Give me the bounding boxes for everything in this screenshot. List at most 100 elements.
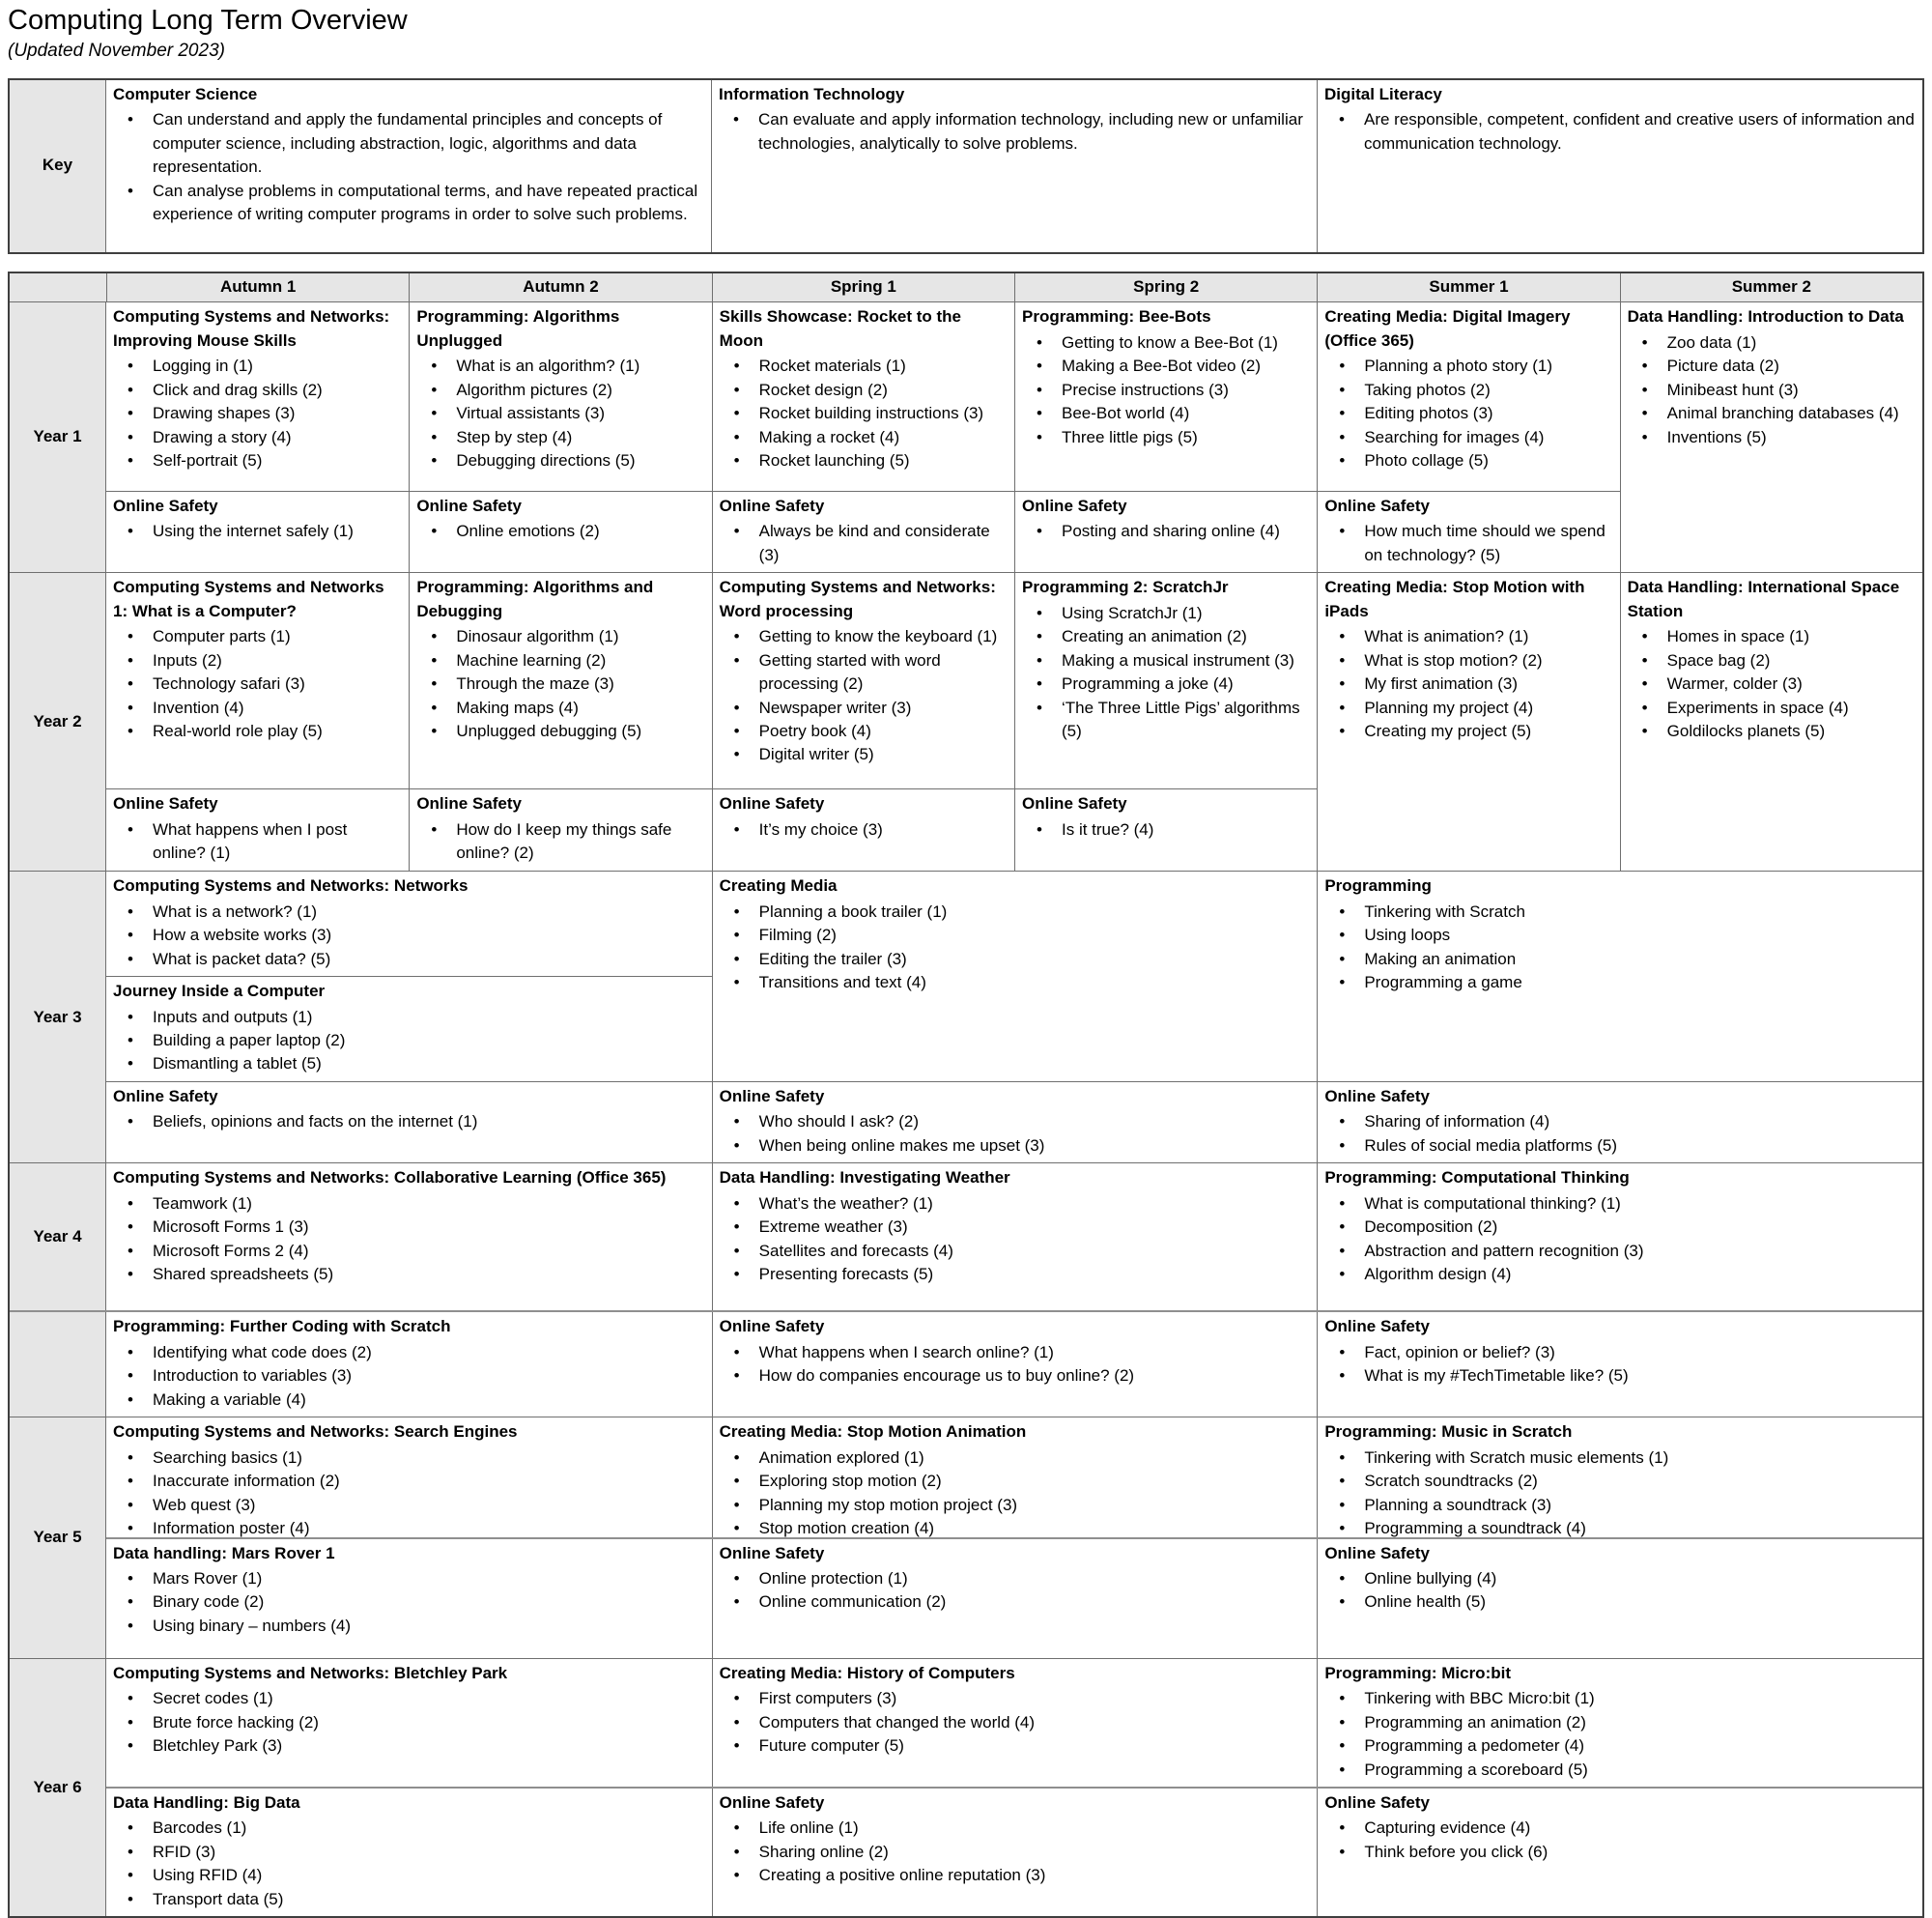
lesson-list: Online protection (1)Online communicatio… xyxy=(713,1567,1318,1615)
online-safety-cell: Online Safety Online emotions (2) xyxy=(409,491,711,573)
lesson-item: Tinkering with Scratch xyxy=(1318,901,1922,925)
lesson-item: Unplugged debugging (5) xyxy=(410,720,711,744)
term-row: Computing Systems and Networks: Collabor… xyxy=(106,1163,1922,1311)
lesson-list: Teamwork (1)Microsoft Forms 1 (3)Microso… xyxy=(106,1192,712,1287)
online-safety-cell: Online Safety How do I keep my things saf… xyxy=(409,789,711,872)
unit-section: Programming: Bee-Bots Getting to know a B… xyxy=(1015,302,1317,454)
unit-section: Computing Systems and Networks: Search E… xyxy=(106,1417,712,1536)
online-safety-title: Online Safety xyxy=(416,794,522,814)
lesson-list: Is it true? (4) xyxy=(1015,818,1317,843)
unit-section: Computing Systems and Networks: Word pro… xyxy=(713,573,1014,772)
lesson-item: Planning my stop motion project (3) xyxy=(713,1494,1318,1518)
term-row: Computing Systems and Networks 1: What i… xyxy=(106,573,1922,872)
online-safety-cell: Online Safety What happens when I post on… xyxy=(106,789,409,871)
lesson-item: Secret codes (1) xyxy=(106,1687,712,1711)
lesson-item: How do companies encourage us to buy onl… xyxy=(713,1364,1318,1388)
unit-section: Creating Media: Stop Motion with iPads Wh… xyxy=(1318,573,1619,748)
online-safety-cell: Online Safety Posting and sharing online … xyxy=(1014,491,1317,573)
lesson-item: Getting started with word processing (2) xyxy=(713,649,1014,697)
term-cell: Creating Media: Digital Imagery (Office … xyxy=(1317,302,1620,492)
unit-title: Computing Systems and Networks 1: What i… xyxy=(113,578,384,620)
lesson-item: Tinkering with BBC Micro:bit (1) xyxy=(1318,1687,1922,1711)
year-content: Computing Systems and Networks: Improvin… xyxy=(106,302,1922,573)
curriculum-table: Autumn 1 Autumn 2 Spring 1 Spring 2 Summer 1… xyxy=(8,271,1924,1918)
unit-section: Online Safety Life online (1)Sharing onli… xyxy=(713,1789,1318,1893)
unit-title: Creating Media: Stop Motion with iPads xyxy=(1324,578,1585,620)
lesson-item: Programming a soundtrack (4) xyxy=(1318,1517,1922,1536)
lesson-item: Are responsible, competent, confident an… xyxy=(1318,108,1922,156)
term-cell: Online Safety Capturing evidence (4)Think… xyxy=(1317,1789,1922,1917)
lesson-item: Algorithm design (4) xyxy=(1318,1263,1922,1287)
unit-section: Programming: Algorithms and Debugging Din… xyxy=(410,573,711,748)
lesson-item: Always be kind and considerate (3) xyxy=(713,520,1014,567)
lesson-item: Three little pigs (5) xyxy=(1015,426,1317,450)
lesson-item: Newspaper writer (3) xyxy=(713,697,1014,721)
lesson-item: Online bullying (4) xyxy=(1318,1567,1922,1591)
year-label: Year 3 xyxy=(10,872,106,1163)
lesson-item: Building a paper laptop (2) xyxy=(106,1029,712,1053)
term-cell: Creating Media: History of Computers Firs… xyxy=(711,1658,1318,1788)
unit-title: Creating Media: Stop Motion Animation xyxy=(719,1422,1027,1442)
key-column: Computer Science Can understand and apply… xyxy=(106,80,711,252)
term-cell: Computing Systems and Networks: Word pro… xyxy=(711,573,1014,790)
lesson-list: Life online (1)Sharing online (2)Creatin… xyxy=(713,1817,1318,1888)
unit-title: Data Handling: Big Data xyxy=(113,1793,300,1813)
year-subrow: Computing Systems and Networks: Improvin… xyxy=(106,302,1922,573)
unit-section: Data Handling: Investigating Weather What… xyxy=(713,1163,1318,1291)
lesson-item: Sharing of information (4) xyxy=(1318,1110,1922,1134)
lesson-item: Mars Rover (1) xyxy=(106,1567,712,1591)
key-label: Key xyxy=(10,79,106,252)
lesson-item: RFID (3) xyxy=(106,1841,712,1865)
term-cell: Programming: Algorithms Unplugged What is… xyxy=(409,302,712,492)
lesson-item: What is my #TechTimetable like? (5) xyxy=(1318,1364,1922,1388)
online-safety-title: Online Safety xyxy=(1022,496,1127,515)
lesson-list: What happens when I post online? (1) xyxy=(106,818,409,866)
year-band: Year 6 Computing Systems and Networks: Bl… xyxy=(10,1657,1922,1917)
year-band: Year 3 Computing Systems and Networks: Ne… xyxy=(10,871,1922,1163)
lesson-item: Debugging directions (5) xyxy=(410,449,711,473)
lesson-item: Sharing online (2) xyxy=(713,1841,1318,1865)
unit-section: Creating Media: Stop Motion Animation Ani… xyxy=(713,1417,1318,1536)
lesson-item: What happens when I search online? (1) xyxy=(713,1341,1318,1365)
unit-section: Programming Tinkering with ScratchUsing l… xyxy=(1318,872,1922,999)
term-row: Data handling: Mars Rover 1 Mars Rover (1… xyxy=(106,1538,1922,1658)
lesson-list: Are responsible, competent, confident an… xyxy=(1318,108,1922,156)
online-safety-title: Online Safety xyxy=(113,496,218,515)
online-safety-cell: Online Safety It’s my choice (3) xyxy=(711,789,1014,872)
lesson-item: Warmer, colder (3) xyxy=(1621,673,1922,697)
lesson-item: Satellites and forecasts (4) xyxy=(713,1240,1318,1264)
lesson-item: Homes in space (1) xyxy=(1621,625,1922,649)
online-safety-cell: Online Safety Is it true? (4) xyxy=(1014,789,1317,872)
year-subrow: Computing Systems and Networks: Bletchle… xyxy=(106,1658,1922,1788)
online-safety-cell: Online Safety Using the internet safely (… xyxy=(106,492,409,572)
year-subrow: Year 4 Computing Systems and Networks: Co… xyxy=(10,1163,1922,1311)
lesson-list: Inputs and outputs (1)Building a paper l… xyxy=(106,1006,712,1077)
lesson-item: Drawing a story (4) xyxy=(106,426,409,450)
unit-title: Data Handling: Introduction to Data xyxy=(1627,307,1904,327)
lesson-item: Programming an animation (2) xyxy=(1318,1711,1922,1735)
unit-section: Computing Systems and Networks: Networks… xyxy=(106,872,712,976)
lesson-item: Planning a soundtrack (3) xyxy=(1318,1494,1922,1518)
online-safety-title: Online Safety xyxy=(416,496,522,515)
lesson-item: Programming a game xyxy=(1318,971,1922,995)
online-safety-title: Online Safety xyxy=(719,1086,825,1105)
online-safety-title: Online Safety xyxy=(1324,496,1430,515)
unit-title: Programming: Computational Thinking xyxy=(1324,1168,1630,1188)
lesson-list: What happens when I search online? (1)Ho… xyxy=(713,1341,1318,1388)
lesson-list: What’s the weather? (1)Extreme weather (… xyxy=(713,1192,1318,1287)
lesson-list: Getting to know a Bee-Bot (1)Making a Be… xyxy=(1015,331,1317,450)
term-cell: Data handling: Mars Rover 1 Mars Rover (1… xyxy=(106,1539,712,1658)
lesson-item: Using the internet safely (1) xyxy=(106,520,409,544)
online-safety-cell: Online Safety Always be kind and consider… xyxy=(711,491,1014,573)
term-cell: Programming: Music in Scratch Tinkering w… xyxy=(1317,1417,1922,1537)
unit-section: Online Safety Is it true? (4) xyxy=(1015,789,1317,846)
lesson-item: Decomposition (2) xyxy=(1318,1216,1922,1240)
year-label: Year 5 xyxy=(10,1417,106,1658)
lesson-item: Presenting forecasts (5) xyxy=(713,1263,1318,1287)
lesson-item: Self-portrait (5) xyxy=(106,449,409,473)
lesson-list: What is computational thinking? (1)Decom… xyxy=(1318,1192,1922,1287)
lesson-item: Getting to know a Bee-Bot (1) xyxy=(1015,331,1317,356)
lesson-item: Algorithm pictures (2) xyxy=(410,379,711,403)
unit-section: Computing Systems and Networks: Collabor… xyxy=(106,1163,712,1291)
lesson-list: First computers (3)Computers that change… xyxy=(713,1687,1318,1759)
